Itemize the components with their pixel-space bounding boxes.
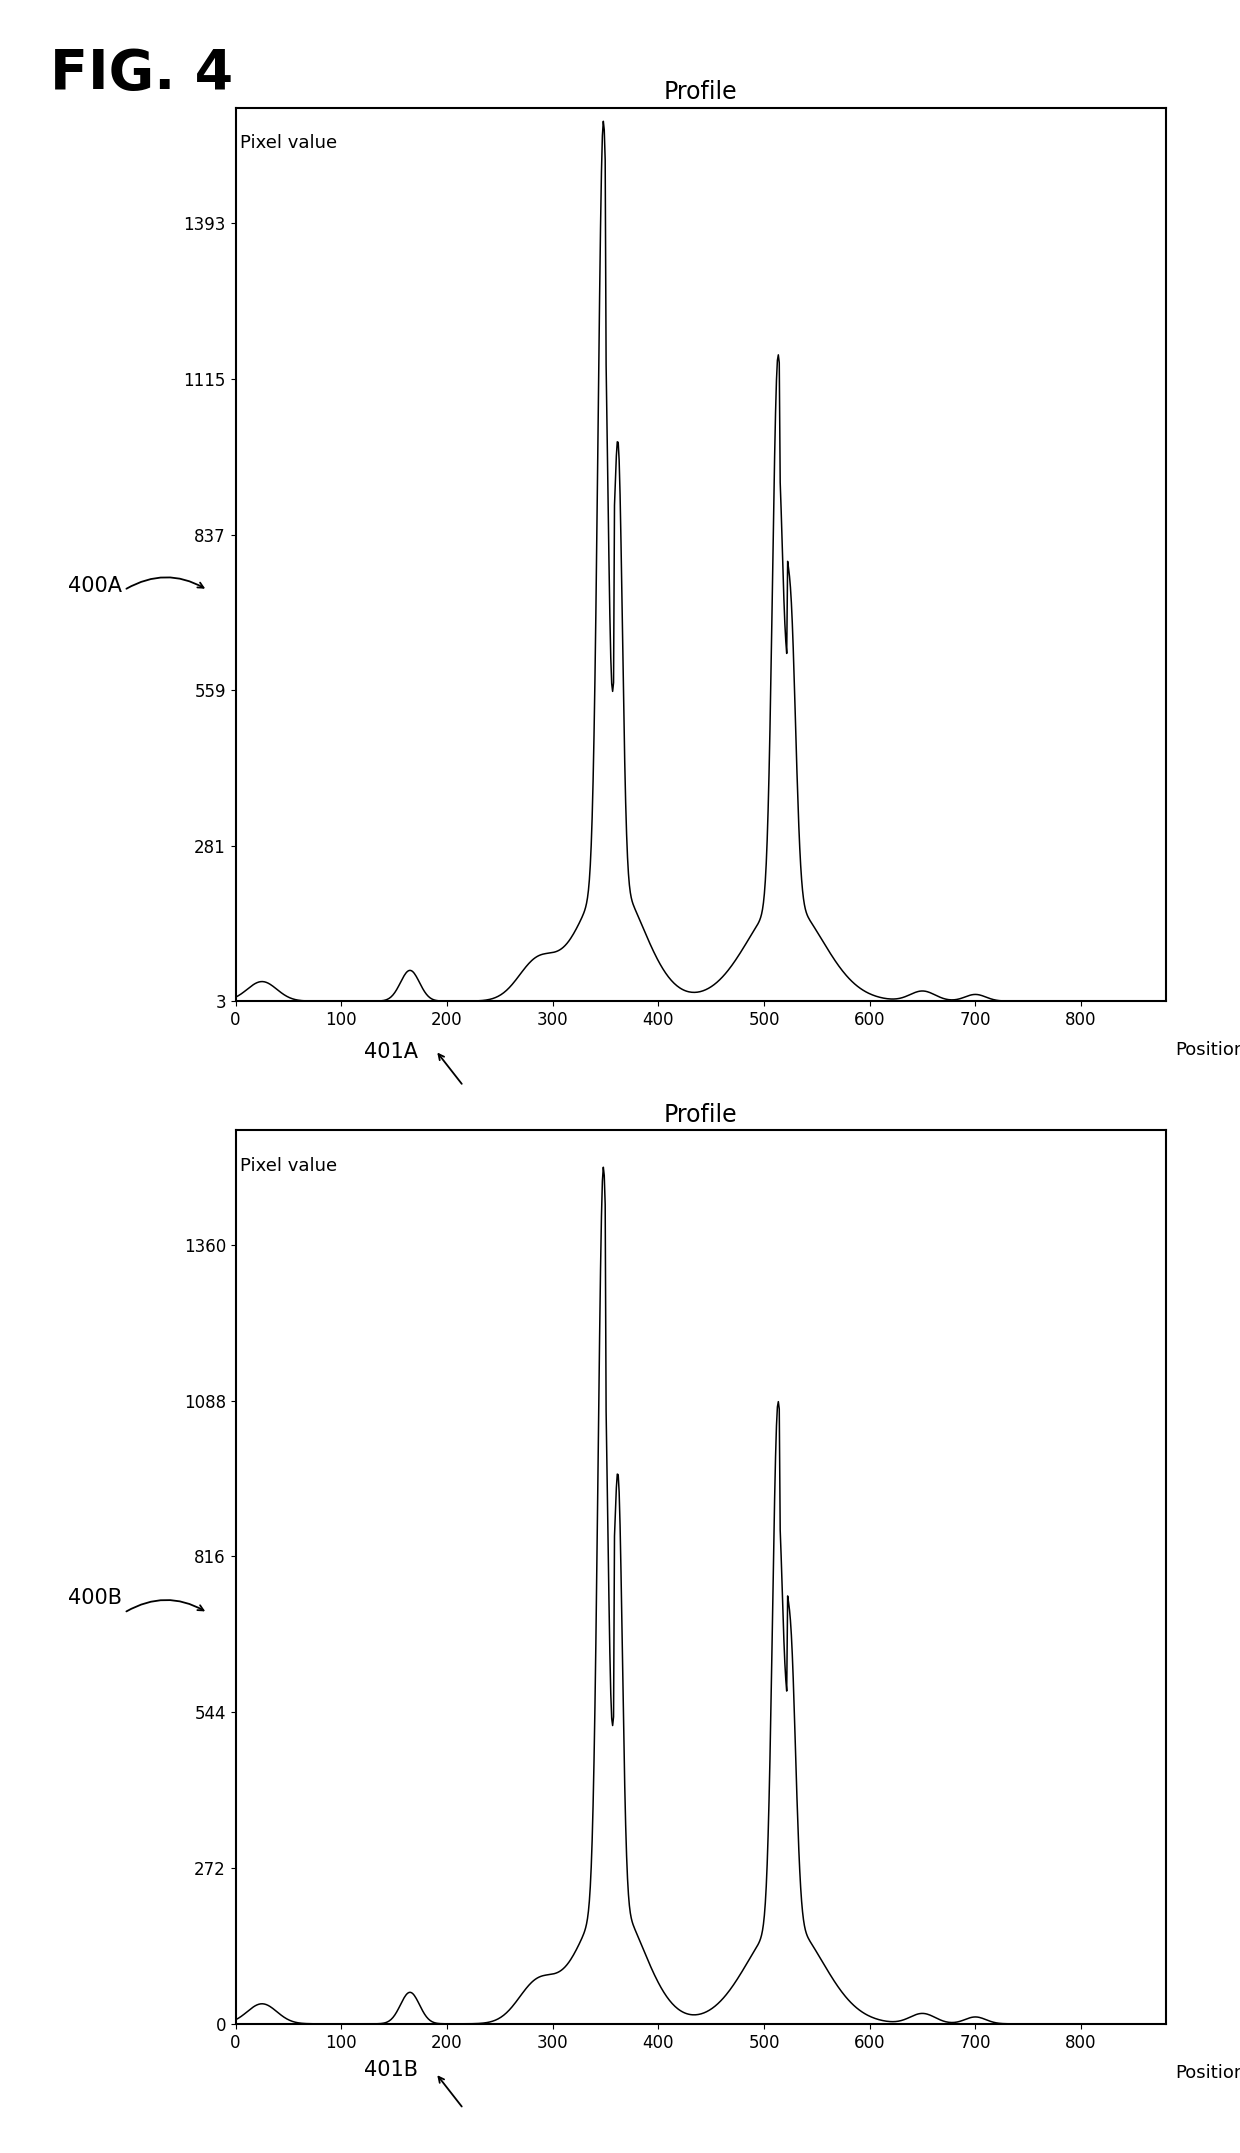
Text: FIG. 4: FIG. 4 <box>50 47 233 101</box>
Title: Profile: Profile <box>663 80 738 103</box>
Text: 401B: 401B <box>363 2060 418 2080</box>
Text: Position: Position <box>1174 2065 1240 2082</box>
Text: 400B: 400B <box>68 1587 123 1608</box>
Text: Pixel value: Pixel value <box>241 133 337 153</box>
Title: Profile: Profile <box>663 1102 738 1126</box>
Text: 400A: 400A <box>68 575 123 596</box>
Text: Position: Position <box>1174 1042 1240 1059</box>
Text: Pixel value: Pixel value <box>241 1156 337 1176</box>
Text: 401A: 401A <box>363 1042 418 1061</box>
